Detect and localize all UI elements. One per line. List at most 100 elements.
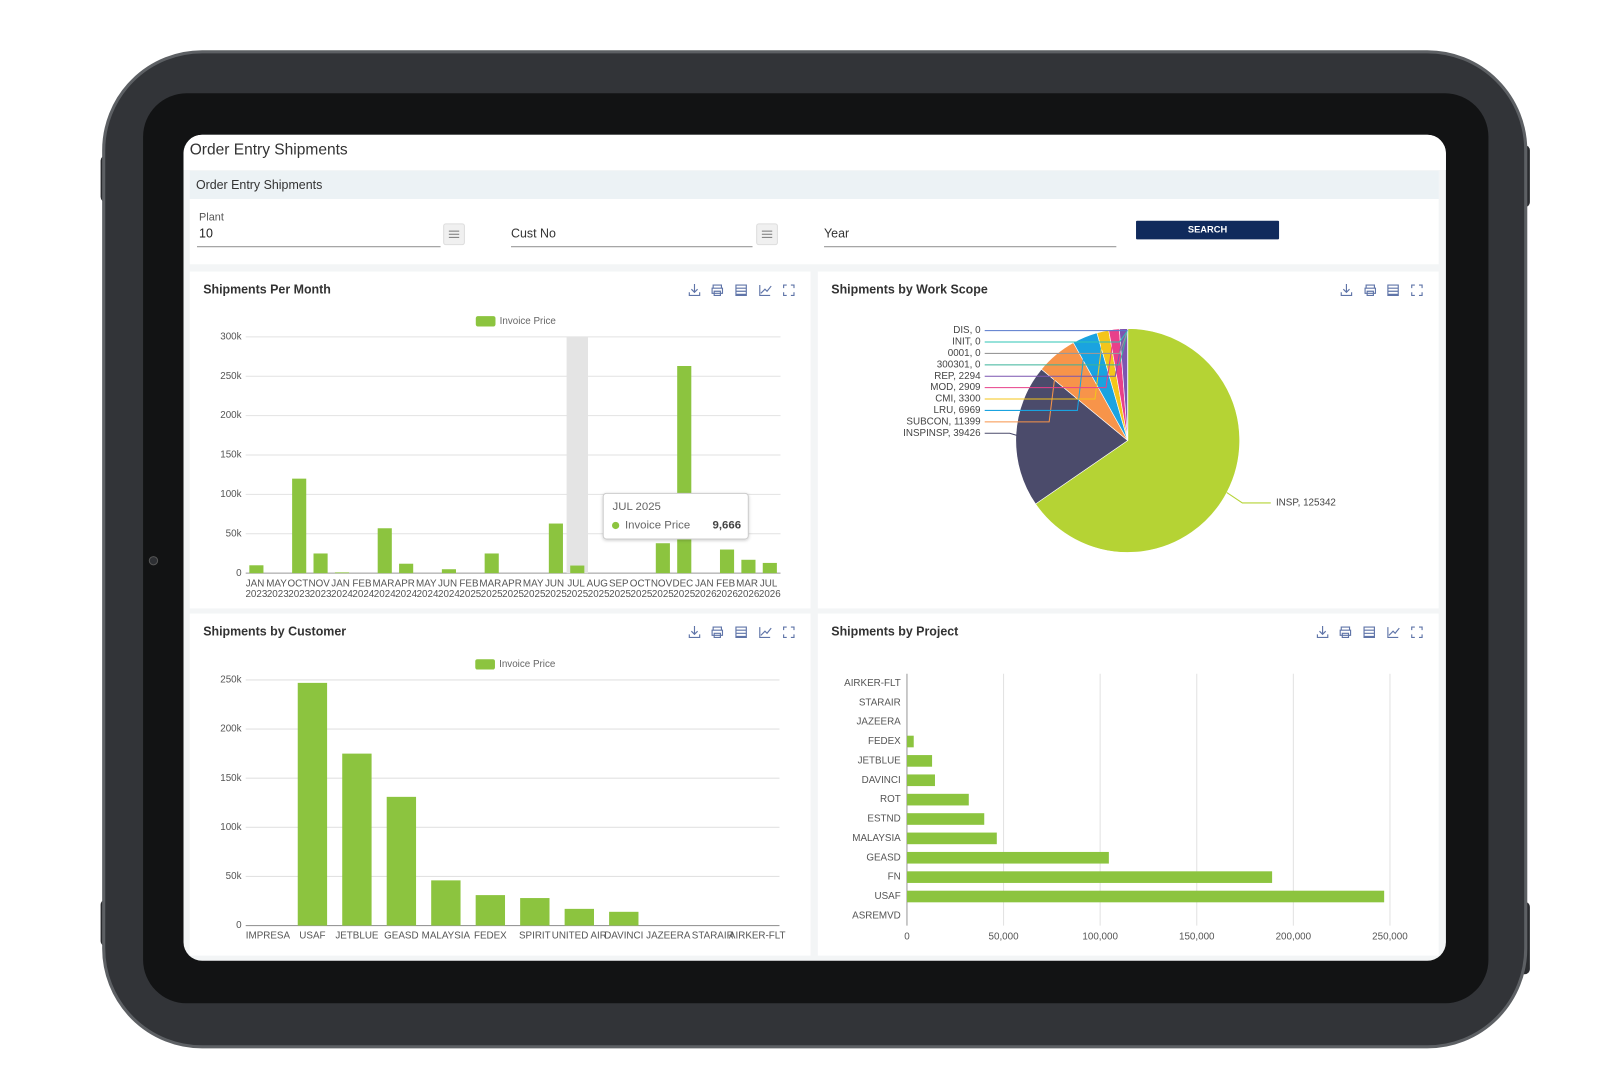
legend-swatch (475, 659, 495, 670)
pie-label: 0001, 0 (948, 348, 981, 359)
bar (906, 813, 985, 825)
x-tick-label: 100,000 (1082, 932, 1118, 943)
legend-swatch (475, 316, 496, 327)
print-icon[interactable] (1339, 626, 1352, 638)
x-tick-label: 250,000 (1372, 932, 1408, 943)
expand-icon[interactable] (1411, 626, 1423, 638)
x-tick-label: DEC 2025 (673, 578, 696, 599)
y-tick-label: DAVINCI (862, 775, 901, 786)
chart-type-icon-glyph (1387, 627, 1400, 638)
table-icon-glyph (1387, 284, 1399, 296)
bar (906, 871, 1273, 883)
chart-type-icon-glyph (759, 285, 772, 296)
y-tick-label: GEASD (866, 852, 900, 863)
download-icon[interactable] (688, 283, 701, 296)
plant-label: Plant (199, 212, 224, 224)
bar (441, 569, 456, 574)
x-tick-label: JUL 2026 (759, 578, 781, 599)
chart-type-icon[interactable] (759, 627, 772, 638)
year-input[interactable]: Year (824, 227, 849, 241)
x-tick-label: UNITED AIR (552, 931, 607, 942)
download-icon[interactable] (688, 626, 701, 638)
search-button[interactable] (1136, 220, 1280, 240)
pie-label-line (984, 330, 1125, 377)
plant-lookup-button[interactable] (443, 223, 465, 246)
print-icon-glyph (711, 626, 724, 638)
expand-icon[interactable] (783, 284, 795, 296)
x-tick-label: MAR 2024 (372, 578, 397, 599)
search-button-label[interactable]: SEARCH (1188, 225, 1228, 235)
bar (762, 562, 777, 574)
chart-title: Shipments by Project (831, 625, 958, 639)
screen-content: Order Entry Shipments Order Entry Shipme… (183, 134, 1446, 956)
pie-label: CMI, 3300 (935, 394, 981, 405)
print-icon-glyph (1339, 626, 1352, 638)
print-icon[interactable] (711, 626, 724, 638)
page-title: Order Entry Shipments (190, 141, 348, 158)
pie-label-line (984, 330, 1129, 354)
pie-label: INSPINSP, 39426 (903, 428, 981, 439)
pie-label: DIS, 0 (953, 325, 981, 336)
bar (570, 565, 585, 574)
y-tick-label: MALAYSIA (852, 833, 901, 844)
download-icon[interactable] (1316, 626, 1329, 638)
y-tick-label: 250k (220, 371, 241, 382)
pie-label-line (984, 330, 1129, 343)
bar (377, 528, 392, 574)
chart-title: Shipments Per Month (203, 282, 331, 296)
x-tick-label: 150,000 (1179, 932, 1215, 943)
expand-icon-glyph (783, 284, 795, 296)
y-tick-label: STARAIR (859, 697, 901, 708)
table-icon[interactable] (735, 284, 747, 296)
pie-label: MOD, 2909 (930, 382, 980, 393)
print-icon[interactable] (711, 284, 724, 296)
plant-input[interactable]: 10 (199, 227, 213, 241)
download-icon[interactable] (1340, 283, 1353, 296)
print-icon[interactable] (1364, 284, 1377, 296)
bar (431, 880, 461, 926)
y-tick-label: 200k (220, 410, 241, 421)
bar (386, 796, 417, 926)
y-tick-label: 100k (220, 489, 241, 500)
table-icon[interactable] (735, 626, 747, 638)
x-tick-label: MAR 2025 (479, 578, 504, 599)
bar (334, 572, 350, 574)
x-tick-label: IMPRESA (246, 931, 291, 942)
pie-label: INSP, 125342 (1276, 498, 1336, 509)
chart-type-icon[interactable] (1387, 627, 1400, 638)
expand-icon[interactable] (1411, 284, 1423, 296)
pie-label: LRU, 6969 (934, 405, 981, 416)
pie-slice (1035, 328, 1240, 553)
table-icon[interactable] (1363, 626, 1375, 638)
cust-no-lookup-button[interactable] (756, 223, 778, 246)
table-icon[interactable] (1387, 284, 1399, 296)
pie-label-line (984, 330, 1129, 366)
cust-no-input[interactable]: Cust No (511, 227, 556, 241)
y-tick-label: 300k (220, 331, 241, 342)
print-icon-glyph (1364, 284, 1377, 296)
bar (292, 478, 307, 574)
bar (719, 549, 735, 574)
x-tick-label: FEDEX (474, 931, 507, 942)
y-tick-label: ROT (880, 794, 901, 805)
y-tick-label: 150k (220, 773, 241, 784)
print-icon-glyph (711, 284, 724, 296)
tooltip-series: Invoice Price (625, 520, 690, 532)
table-icon-glyph (735, 626, 747, 638)
expand-icon[interactable] (783, 626, 795, 638)
chart-type-icon[interactable] (759, 285, 772, 296)
y-tick-label: 250k (220, 675, 241, 686)
bar (475, 895, 506, 926)
y-tick-label: 0 (236, 568, 242, 579)
bar (906, 851, 1109, 864)
bar (564, 908, 594, 926)
bar (399, 563, 414, 574)
bar (342, 753, 372, 926)
x-tick-label: STARAIR (692, 931, 734, 942)
y-tick-label: JAZEERA (856, 717, 901, 728)
x-tick-label: JUL 2025 (566, 578, 588, 599)
legend-label: Invoice Price (500, 316, 557, 327)
pie-label-line (984, 432, 1019, 437)
download-icon-glyph (1316, 626, 1329, 638)
x-tick-label: APR 2025 (502, 578, 525, 599)
